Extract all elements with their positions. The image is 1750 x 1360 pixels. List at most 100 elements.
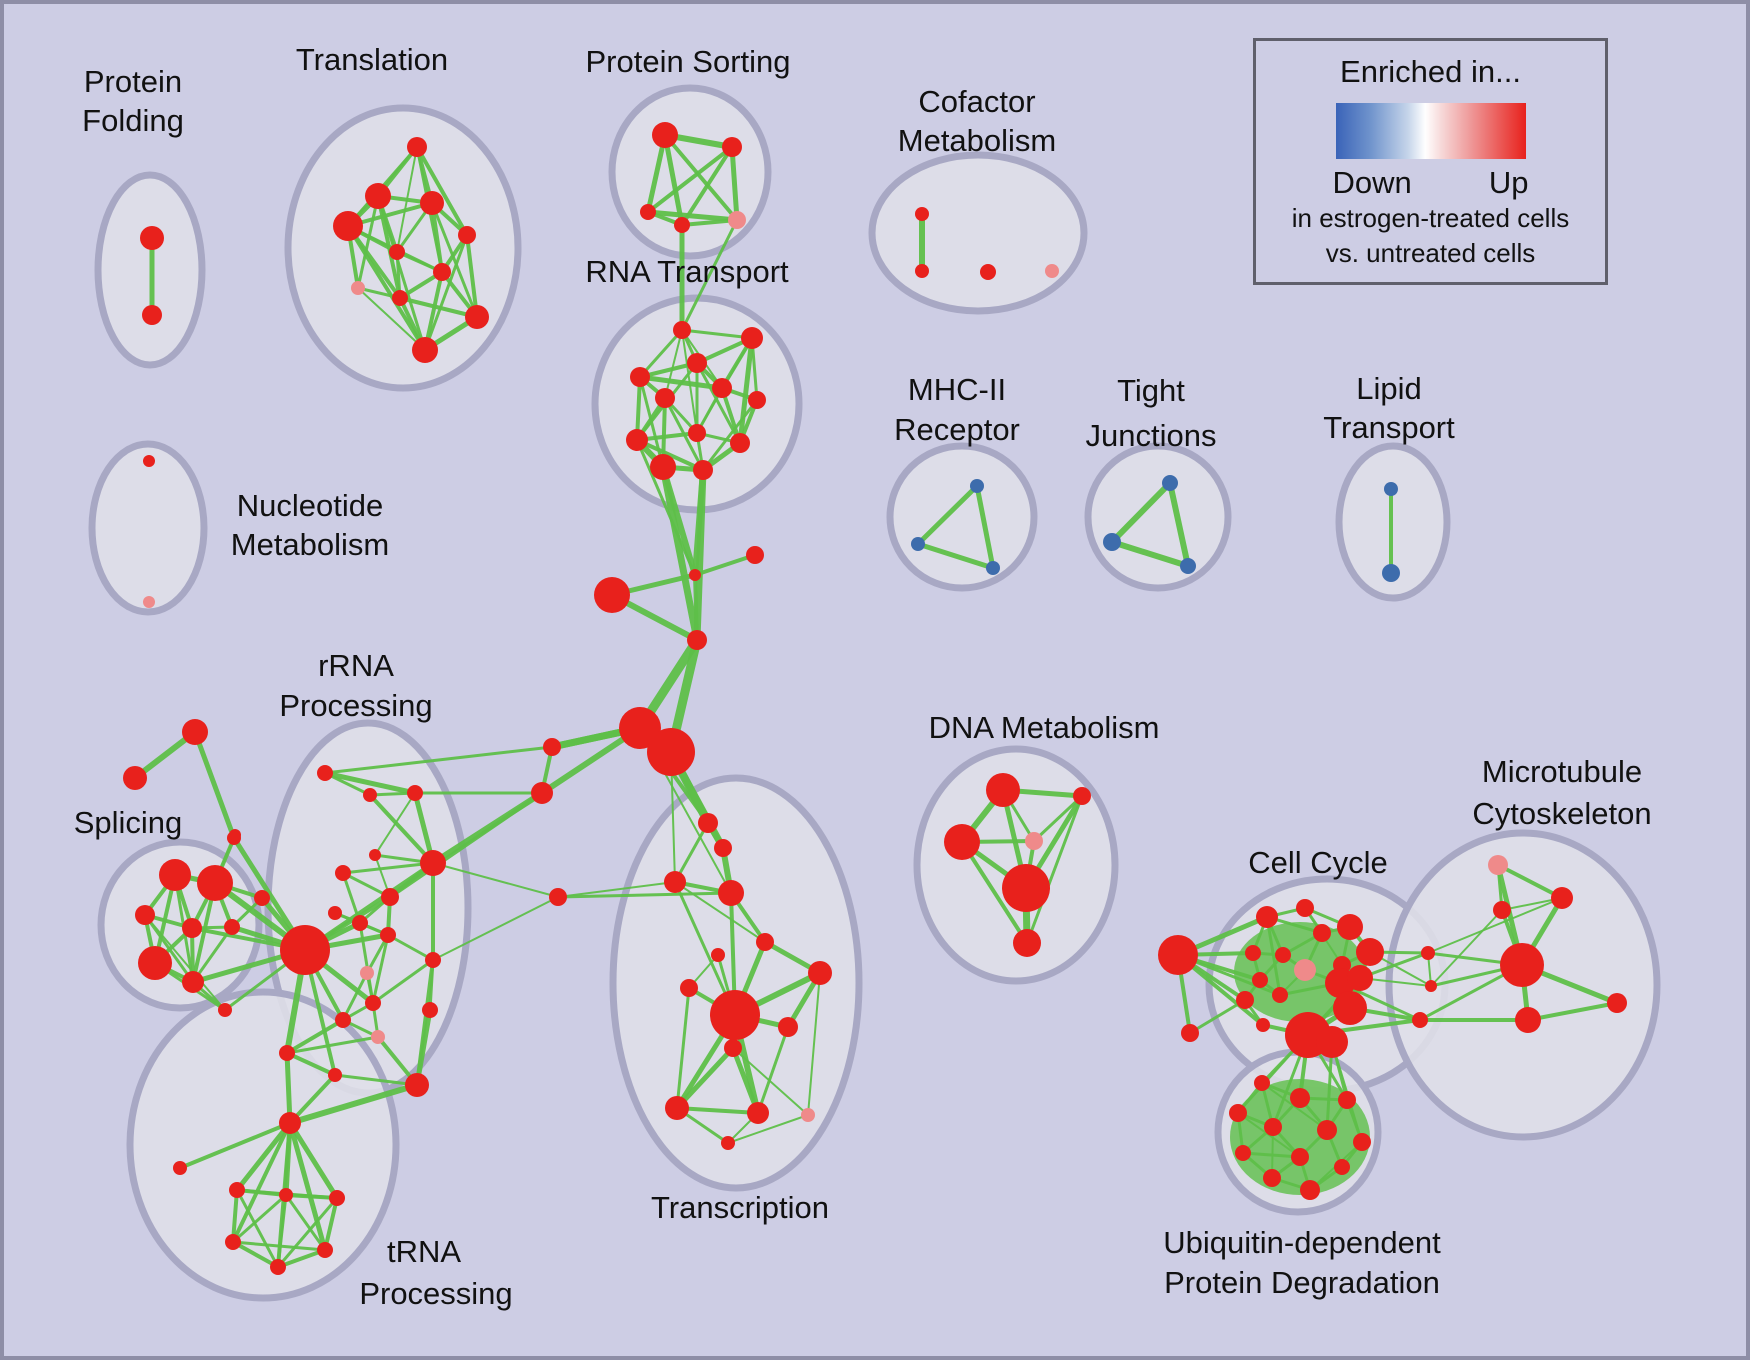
gene-set-node-31[interactable]: [746, 546, 764, 564]
gene-set-node-144[interactable]: [1254, 1075, 1270, 1091]
gene-set-node-126[interactable]: [1252, 972, 1268, 988]
gene-set-node-55[interactable]: [135, 905, 155, 925]
gene-set-node-71[interactable]: [352, 915, 368, 931]
gene-set-node-117[interactable]: [1256, 906, 1278, 928]
gene-set-node-35[interactable]: [647, 728, 695, 776]
gene-set-node-20[interactable]: [687, 353, 707, 373]
gene-set-node-148[interactable]: [1264, 1118, 1282, 1136]
gene-set-node-54[interactable]: [197, 865, 233, 901]
gene-set-node-96[interactable]: [664, 871, 686, 893]
gene-set-node-10[interactable]: [392, 290, 408, 306]
gene-set-node-28[interactable]: [650, 454, 676, 480]
gene-set-node-69[interactable]: [335, 865, 351, 881]
gene-set-node-73[interactable]: [380, 927, 396, 943]
gene-set-node-61[interactable]: [254, 890, 270, 906]
gene-set-node-139[interactable]: [1551, 887, 1573, 909]
gene-set-node-95[interactable]: [714, 839, 732, 857]
gene-set-node-100[interactable]: [808, 961, 832, 985]
gene-set-node-121[interactable]: [1245, 945, 1261, 961]
gene-set-node-38[interactable]: [980, 264, 996, 280]
gene-set-node-59[interactable]: [182, 971, 204, 993]
gene-set-node-19[interactable]: [741, 327, 763, 349]
gene-set-node-50[interactable]: [182, 719, 208, 745]
gene-set-node-105[interactable]: [665, 1096, 689, 1120]
gene-set-node-76[interactable]: [335, 1012, 351, 1028]
gene-set-node-5[interactable]: [333, 211, 363, 241]
gene-set-node-111[interactable]: [944, 824, 980, 860]
gene-set-node-24[interactable]: [748, 391, 766, 409]
gene-set-node-155[interactable]: [1300, 1180, 1320, 1200]
gene-set-node-147[interactable]: [1229, 1104, 1247, 1122]
gene-set-node-101[interactable]: [680, 979, 698, 997]
gene-set-node-11[interactable]: [465, 305, 489, 329]
gene-set-node-89[interactable]: [279, 1188, 293, 1202]
gene-set-node-2[interactable]: [407, 137, 427, 157]
gene-set-node-74[interactable]: [360, 966, 374, 980]
gene-set-node-138[interactable]: [1488, 855, 1508, 875]
gene-set-node-130[interactable]: [1333, 991, 1367, 1025]
gene-set-node-62[interactable]: [229, 829, 241, 841]
gene-set-node-83[interactable]: [543, 738, 561, 756]
gene-set-node-51[interactable]: [123, 766, 147, 790]
gene-set-node-81[interactable]: [422, 1002, 438, 1018]
gene-set-node-72[interactable]: [328, 906, 342, 920]
gene-set-node-67[interactable]: [369, 849, 381, 861]
gene-set-node-53[interactable]: [159, 859, 191, 891]
gene-set-node-110[interactable]: [1073, 787, 1091, 805]
gene-set-node-112[interactable]: [1025, 832, 1043, 850]
gene-set-node-25[interactable]: [688, 424, 706, 442]
gene-set-node-3[interactable]: [365, 183, 391, 209]
gene-set-node-68[interactable]: [420, 850, 446, 876]
gene-set-node-134[interactable]: [1316, 1026, 1348, 1058]
gene-set-node-145[interactable]: [1290, 1088, 1310, 1108]
gene-set-node-41[interactable]: [911, 537, 925, 551]
gene-set-node-18[interactable]: [673, 321, 691, 339]
gene-set-node-23[interactable]: [655, 388, 675, 408]
gene-set-node-30[interactable]: [689, 569, 701, 581]
gene-set-node-70[interactable]: [381, 888, 399, 906]
gene-set-node-45[interactable]: [1180, 558, 1196, 574]
gene-set-node-27[interactable]: [730, 433, 750, 453]
gene-set-node-97[interactable]: [718, 880, 744, 906]
gene-set-node-39[interactable]: [1045, 264, 1059, 278]
gene-set-node-122[interactable]: [1275, 947, 1291, 963]
gene-set-node-140[interactable]: [1493, 901, 1511, 919]
gene-set-node-108[interactable]: [721, 1136, 735, 1150]
gene-set-node-42[interactable]: [986, 561, 1000, 575]
gene-set-node-17[interactable]: [728, 211, 746, 229]
gene-set-node-120[interactable]: [1313, 924, 1331, 942]
gene-set-node-125[interactable]: [1356, 938, 1384, 966]
gene-set-node-57[interactable]: [224, 919, 240, 935]
gene-set-node-109[interactable]: [986, 773, 1020, 807]
gene-set-node-40[interactable]: [970, 479, 984, 493]
gene-set-node-65[interactable]: [363, 788, 377, 802]
gene-set-node-107[interactable]: [801, 1108, 815, 1122]
gene-set-node-98[interactable]: [756, 933, 774, 951]
gene-set-node-1[interactable]: [142, 305, 162, 325]
gene-set-node-44[interactable]: [1103, 533, 1121, 551]
gene-set-node-58[interactable]: [138, 946, 172, 980]
gene-set-node-79[interactable]: [405, 1073, 429, 1097]
gene-set-node-128[interactable]: [1272, 987, 1288, 1003]
gene-set-node-92[interactable]: [270, 1259, 286, 1275]
gene-set-node-9[interactable]: [351, 281, 365, 295]
gene-set-node-29[interactable]: [693, 460, 713, 480]
gene-set-node-77[interactable]: [371, 1030, 385, 1044]
gene-set-node-13[interactable]: [652, 122, 678, 148]
gene-set-node-131[interactable]: [1347, 965, 1373, 991]
gene-set-node-102[interactable]: [710, 990, 760, 1040]
gene-set-node-104[interactable]: [724, 1039, 742, 1057]
gene-set-node-142[interactable]: [1607, 993, 1627, 1013]
gene-set-node-12[interactable]: [412, 337, 438, 363]
gene-set-node-15[interactable]: [640, 204, 656, 220]
gene-set-node-22[interactable]: [712, 378, 732, 398]
gene-set-node-47[interactable]: [1382, 564, 1400, 582]
gene-set-node-66[interactable]: [407, 785, 423, 801]
gene-set-node-119[interactable]: [1337, 914, 1363, 940]
gene-set-node-56[interactable]: [182, 918, 202, 938]
gene-set-node-32[interactable]: [594, 577, 630, 613]
gene-set-node-149[interactable]: [1317, 1120, 1337, 1140]
gene-set-node-154[interactable]: [1263, 1169, 1281, 1187]
gene-set-node-16[interactable]: [674, 217, 690, 233]
